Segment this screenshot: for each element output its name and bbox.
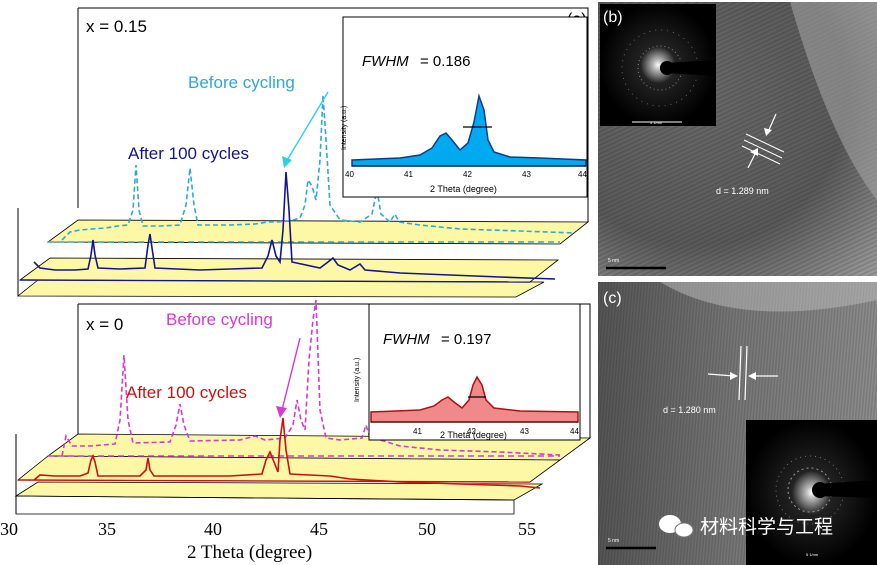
bottom-after-trace: [33, 417, 541, 489]
top-after-baseline: [19, 279, 531, 283]
xtick-35: 35: [98, 519, 116, 539]
top-inset-xtick: 41: [404, 170, 413, 179]
watermark: 材料科学与工程: [659, 515, 833, 538]
panel-c-bright-region: [660, 282, 877, 312]
top-plane-mid: [18, 257, 560, 283]
bottom-inset: FWHM = 0.197 Intensity (a.u.) 41 42 43 4…: [354, 303, 581, 441]
bottom-inset-xtick: 42: [467, 427, 476, 436]
top-frame: [78, 7, 589, 222]
top-inset-xtick: 40: [345, 170, 354, 179]
top-inset-peak: [351, 93, 587, 167]
panel-b-bright-region: [790, 2, 877, 200]
top-plane-back: [46, 219, 590, 245]
panel-c: (c) d = 1.280 nm 5 nm 5 1/nm: [598, 282, 877, 565]
main-xlabel: 2 Theta (degree): [187, 542, 312, 563]
xtick-55: 55: [518, 519, 536, 539]
bottom-frame: [78, 303, 591, 438]
panel-b-fringe-line: [743, 139, 783, 159]
panel-a: (a) x = 0.15 Before cycling After 100 cy…: [0, 7, 592, 563]
panel-b: 5 1/nm (b) d = 1.289 nm 5 nm: [598, 2, 877, 276]
watermark-text: 材料科学与工程: [700, 516, 833, 538]
bottom-before-label: Before cycling: [166, 310, 273, 329]
panel-c-label: (c): [603, 290, 622, 307]
xtick-50: 50: [418, 519, 436, 539]
bottom-arrow: [281, 337, 301, 411]
panel-b-arrow: [747, 151, 757, 169]
top-arrow-head: [282, 156, 292, 168]
top-inset-ylabel: Intensity (a.u.): [341, 106, 348, 150]
panel-b-label: (b): [603, 9, 623, 26]
top-inset-xlabel: 2 Theta (degree): [430, 184, 497, 194]
top-arrow: [285, 91, 329, 163]
bottom-after-label: After 100 cycles: [126, 383, 247, 402]
bottom-before-trace: [61, 299, 561, 457]
top-after-label: After 100 cycles: [128, 144, 249, 163]
panel-b-scale-text: 5 nm: [608, 258, 619, 264]
xtick-30: 30: [0, 519, 18, 539]
top-inset-xtick: 42: [463, 170, 472, 179]
top-before-trace: [61, 94, 576, 241]
top-before-label: Before cycling: [188, 73, 295, 92]
top-after-trace: [33, 171, 556, 280]
xtick-45: 45: [310, 519, 328, 539]
panel-c-beam-stop-tip: [812, 482, 828, 498]
top-inset-xtick: 43: [522, 170, 531, 179]
top-inset: FWHM = 0.186 Intensity (a.u.) 40 41 42 4…: [341, 16, 588, 198]
bottom-inset-xtick: 41: [413, 427, 422, 436]
panel-b-beam-stop-tip: [660, 61, 674, 75]
bottom-inset-ylabel: Intensity (a.u.): [354, 358, 361, 402]
top-inset-frame: [342, 16, 588, 198]
panel-c-d-spacing: d = 1.280 nm: [663, 405, 716, 415]
panel-b-fringe-line: [745, 133, 785, 153]
top-fwhm-value: = 0.186: [420, 53, 470, 70]
xtick-40: 40: [204, 519, 222, 539]
bottom-plane-edge: [15, 495, 515, 515]
bottom-fwhm-value: = 0.197: [441, 331, 491, 348]
panel-c-arrow-head: [748, 372, 756, 380]
wechat-icon-bubble: [674, 522, 694, 538]
panel-c-saed-scale: 5 1/nm: [806, 552, 819, 557]
panel-c-fringe-line: [738, 345, 742, 401]
panel-b-arrow: [767, 113, 777, 133]
bottom-composition: x = 0: [86, 315, 123, 334]
panel-b-arrow-head: [764, 128, 772, 136]
panel-c-scale-text: 5 nm: [608, 538, 619, 544]
top-fwhm-label: FWHM: [362, 53, 409, 70]
panel-b-saed-scale: 5 1/nm: [650, 120, 663, 125]
panel-b-fringe-line: [741, 145, 781, 165]
top-plane-front: [16, 279, 545, 298]
main-xaxis: 30 35 40 45 50 55 2 Theta (degree): [0, 519, 536, 563]
bottom-inset-xlabel: 2 Theta (degree): [440, 430, 507, 440]
top-composition: x = 0.15: [86, 17, 147, 36]
panel-c-arrow: [707, 373, 735, 377]
panel-b-beam-stop: [665, 60, 716, 76]
panel-b-d-spacing: d = 1.289 nm: [716, 186, 769, 196]
bottom-inset-xtick: 44: [570, 427, 579, 436]
panel-b-arrow-head: [750, 148, 758, 156]
top-inset-xtick: 44: [578, 170, 587, 179]
bottom-inset-xtick: 43: [520, 427, 529, 436]
bottom-fwhm-label: FWHM: [383, 331, 430, 348]
panel-c-beam-stop: [816, 480, 877, 498]
panel-c-fringe-line: [744, 345, 748, 401]
bottom-inset-peak: [370, 375, 579, 423]
bottom-arrow-head: [276, 406, 287, 418]
panel-c-arrow-head: [730, 372, 738, 380]
bottom-after-baseline: [17, 479, 531, 483]
